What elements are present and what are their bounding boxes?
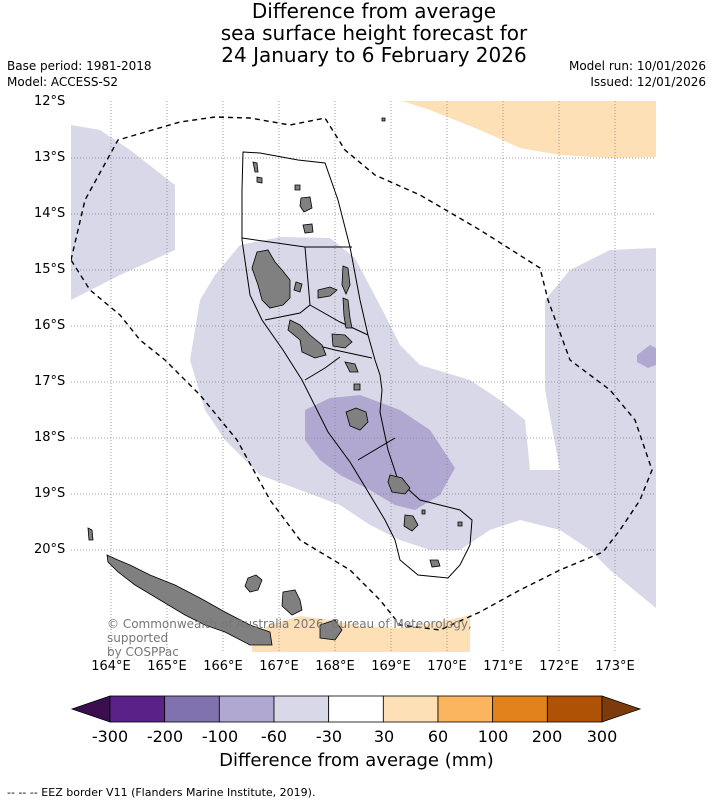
- island-new-caledonia: [106, 554, 273, 646]
- island-torres-2: [256, 176, 263, 184]
- island-malo: [293, 281, 303, 293]
- colorbar-extend-low: [70, 695, 111, 723]
- island-pentecost: [342, 297, 353, 329]
- island-banks-3: [302, 223, 314, 234]
- lon-label: 169°E: [371, 659, 411, 674]
- island-ambrym: [331, 333, 353, 349]
- colorbar-tick: 100: [477, 727, 509, 746]
- lon-label: 171°E: [483, 659, 523, 674]
- model-run: Model run: 10/01/2026: [568, 59, 706, 73]
- lon-label: 172°E: [539, 659, 579, 674]
- island-loyalty-lifou: [281, 589, 303, 616]
- colorbar-segment: [382, 695, 439, 723]
- island-futuna: [457, 521, 463, 527]
- lat-label: 20°S: [34, 542, 66, 557]
- colorbar-label: Difference from average (mm): [219, 750, 494, 771]
- colorbar-tick: -30: [315, 727, 343, 746]
- negative-anomaly-east: [637, 345, 656, 368]
- island-loyalty-ouvea: [244, 574, 263, 593]
- title-line-3: 24 January to 6 February 2026: [221, 43, 527, 67]
- colorbar-tick: -100: [201, 727, 239, 746]
- island-banks-2: [299, 196, 313, 213]
- colorbar-tick: 30: [373, 727, 395, 746]
- lat-label: 14°S: [34, 206, 66, 221]
- colorbar-segment: [218, 695, 275, 723]
- island-belep: [87, 527, 94, 541]
- island-espiritu-santo: [251, 249, 291, 309]
- colorbar-segment: [164, 695, 220, 723]
- lat-label: 16°S: [34, 318, 66, 333]
- lat-label: 17°S: [34, 374, 66, 389]
- colorbar-segment: [492, 695, 548, 723]
- run-info: Model run: 10/01/2026 Issued: 12/01/2026: [569, 58, 706, 90]
- island-shepherd: [353, 383, 361, 391]
- negative-anomaly-central: [190, 237, 656, 608]
- eez-border: [71, 116, 653, 631]
- island-loyalty-mare: [319, 619, 343, 641]
- island-erromango: [387, 474, 411, 495]
- colorbar: [70, 695, 642, 723]
- island-malakula: [287, 319, 327, 359]
- lat-label: 12°S: [34, 94, 66, 109]
- issued-date: Issued: 12/01/2026: [590, 75, 706, 89]
- island-banks-1: [294, 184, 301, 191]
- copyright-line-2: by COSPPac: [107, 645, 179, 659]
- base-period: Base period: 1981-2018: [7, 59, 152, 73]
- island-walpole: [381, 117, 386, 122]
- lon-label: 170°E: [427, 659, 467, 674]
- colorbar-segment: [546, 695, 603, 723]
- colorbar-tick: 60: [427, 727, 449, 746]
- island-ambae: [317, 286, 338, 299]
- lat-label: 18°S: [34, 430, 66, 445]
- colorbar-segment: [328, 695, 384, 723]
- map-title: Difference from average sea surface heig…: [0, 0, 713, 66]
- lat-label: 15°S: [34, 262, 66, 277]
- map-area: [71, 101, 656, 652]
- lon-label: 165°E: [147, 659, 187, 674]
- colorbar-tick: -60: [260, 727, 288, 746]
- copyright-notice: © Commonwealth of Australia 2026, Bureau…: [107, 617, 527, 659]
- lon-label: 168°E: [315, 659, 355, 674]
- colorbar-tick: -200: [146, 727, 184, 746]
- island-tanna: [403, 514, 419, 532]
- negative-anomaly-core: [305, 395, 455, 510]
- colorbar-tick: -300: [91, 727, 129, 746]
- colorbar-extend-high: [601, 695, 642, 723]
- copyright-line-1: © Commonwealth of Australia 2026, Bureau…: [107, 617, 472, 645]
- negative-anomaly-west: [71, 125, 175, 300]
- colorbar-segment: [273, 695, 330, 723]
- lon-label: 166°E: [203, 659, 243, 674]
- island-efate: [345, 407, 369, 431]
- island-epi: [344, 361, 359, 373]
- lon-label: 167°E: [259, 659, 299, 674]
- positive-anomaly-south: [252, 615, 470, 652]
- lat-label: 19°S: [34, 486, 66, 501]
- eez-footnote: -- -- -- EEZ border V11 (Flanders Marine…: [7, 786, 316, 799]
- title-line-2: sea surface height forecast for: [220, 21, 528, 45]
- lon-label: 173°E: [595, 659, 635, 674]
- title-line-1: Difference from average: [251, 0, 497, 23]
- colorbar-tick: 200: [531, 727, 563, 746]
- islands: [87, 117, 463, 646]
- colorbar-segment: [109, 695, 166, 723]
- island-torres-1: [252, 161, 259, 173]
- lat-label: 13°S: [34, 150, 66, 165]
- model-name: Model: ACCESS-S2: [7, 75, 119, 89]
- lon-label: 164°E: [91, 659, 131, 674]
- model-info: Base period: 1981-2018 Model: ACCESS-S2: [7, 58, 152, 90]
- island-aneityum: [429, 559, 441, 568]
- island-maewo: [341, 265, 351, 295]
- positive-anomaly-north: [402, 101, 656, 158]
- colorbar-segment: [437, 695, 494, 723]
- island-aniwa: [421, 509, 426, 515]
- colorbar-tick: 300: [586, 727, 618, 746]
